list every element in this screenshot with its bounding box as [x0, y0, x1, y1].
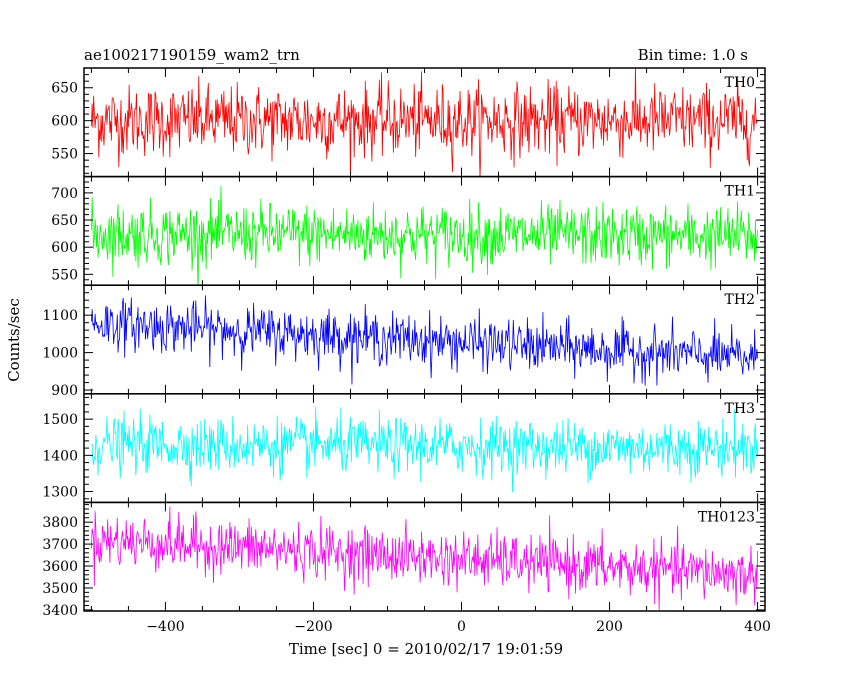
series-th0123	[91, 506, 758, 611]
y-tick-label: 3600	[42, 559, 78, 575]
y-tick-label: 550	[51, 147, 78, 163]
y-tick-label: 3400	[42, 603, 78, 619]
panel-name-label: TH0	[725, 75, 755, 91]
y-tick-label: 1500	[42, 412, 78, 428]
panel-frame	[83, 284, 766, 395]
bin-time-label: Bin time: 1.0 s	[638, 46, 748, 64]
x-tick-label: −400	[146, 619, 184, 635]
panel-name-label: TH0123	[698, 509, 755, 525]
x-tick-label: 200	[596, 619, 623, 635]
y-tick-label: 3500	[42, 581, 78, 597]
panels-group: TH0 550 600 650 TH1 550 600 650 700 TH2 900 1000 110…	[42, 67, 766, 619]
y-tick-label: 700	[51, 186, 78, 202]
y-tick-label: 600	[51, 240, 78, 256]
panel-th3: TH3 1300 1400 1500	[42, 393, 766, 504]
chart-title: ae100217190159_wam2_trn	[84, 46, 300, 64]
x-tick-label: 400	[744, 619, 771, 635]
x-tick-label: 0	[457, 619, 466, 635]
y-tick-label: 900	[51, 383, 78, 399]
x-axis-label: Time [sec] 0 = 2010/02/17 19:01:59	[289, 640, 563, 658]
x-axis: −400 −200 0 200 400	[146, 619, 771, 635]
y-tick-label: 650	[51, 213, 78, 229]
panel-frame	[83, 67, 766, 178]
series-th2	[91, 295, 758, 386]
series-th1	[91, 186, 758, 286]
y-axis-label: Counts/sec	[5, 298, 23, 382]
panel-name-label: TH3	[725, 401, 755, 417]
y-tick-label: 1000	[42, 346, 78, 362]
series-th0	[91, 68, 758, 177]
y-tick-label: 1100	[42, 308, 78, 324]
panel-th0123: TH0123 3400 3500 3600 3700 3800	[42, 501, 766, 619]
y-tick-label: 550	[51, 267, 78, 283]
panel-th2: TH2 900 1000 1100	[42, 284, 766, 399]
y-tick-label: 3700	[42, 537, 78, 553]
x-tick-label: −200	[294, 619, 332, 635]
panel-name-label: TH1	[725, 184, 755, 200]
panel-th0: TH0 550 600 650	[51, 67, 766, 178]
panel-th1: TH1 550 600 650 700	[51, 175, 766, 286]
y-tick-label: 1300	[42, 485, 78, 501]
y-tick-label: 600	[51, 114, 78, 130]
y-tick-label: 3800	[42, 515, 78, 531]
panel-name-label: TH2	[725, 292, 755, 308]
y-tick-label: 1400	[42, 448, 78, 464]
panel-frame	[83, 501, 766, 612]
y-tick-label: 650	[51, 81, 78, 97]
series-th3	[91, 406, 758, 493]
